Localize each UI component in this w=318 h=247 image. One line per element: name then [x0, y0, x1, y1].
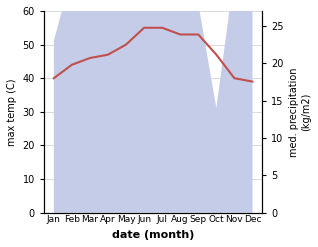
Y-axis label: med. precipitation
(kg/m2): med. precipitation (kg/m2)	[289, 67, 311, 157]
Y-axis label: max temp (C): max temp (C)	[7, 78, 17, 145]
X-axis label: date (month): date (month)	[112, 230, 194, 240]
